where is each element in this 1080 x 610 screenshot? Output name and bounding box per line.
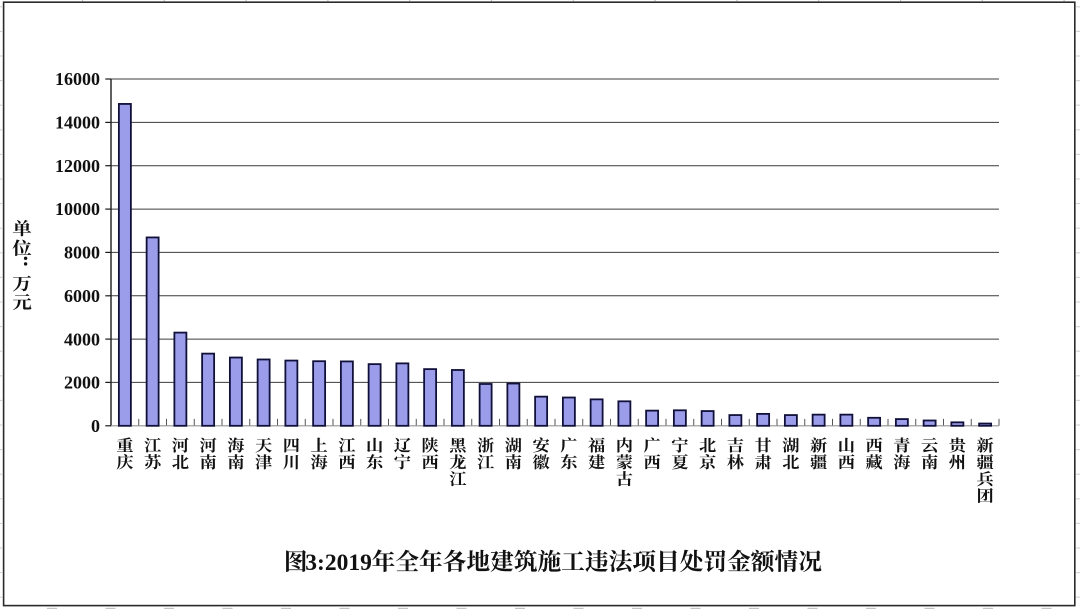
svg-text:16000: 16000	[55, 69, 100, 89]
svg-text:6000: 6000	[64, 286, 100, 306]
svg-text:12000: 12000	[55, 156, 100, 176]
svg-text:2000: 2000	[64, 373, 100, 393]
svg-text:10000: 10000	[55, 199, 100, 219]
svg-text:8000: 8000	[64, 243, 100, 263]
svg-text:14000: 14000	[55, 113, 100, 133]
svg-text:0: 0	[91, 416, 100, 436]
svg-text:3:2019: 3:2019	[305, 550, 372, 576]
svg-text:4000: 4000	[64, 329, 100, 349]
